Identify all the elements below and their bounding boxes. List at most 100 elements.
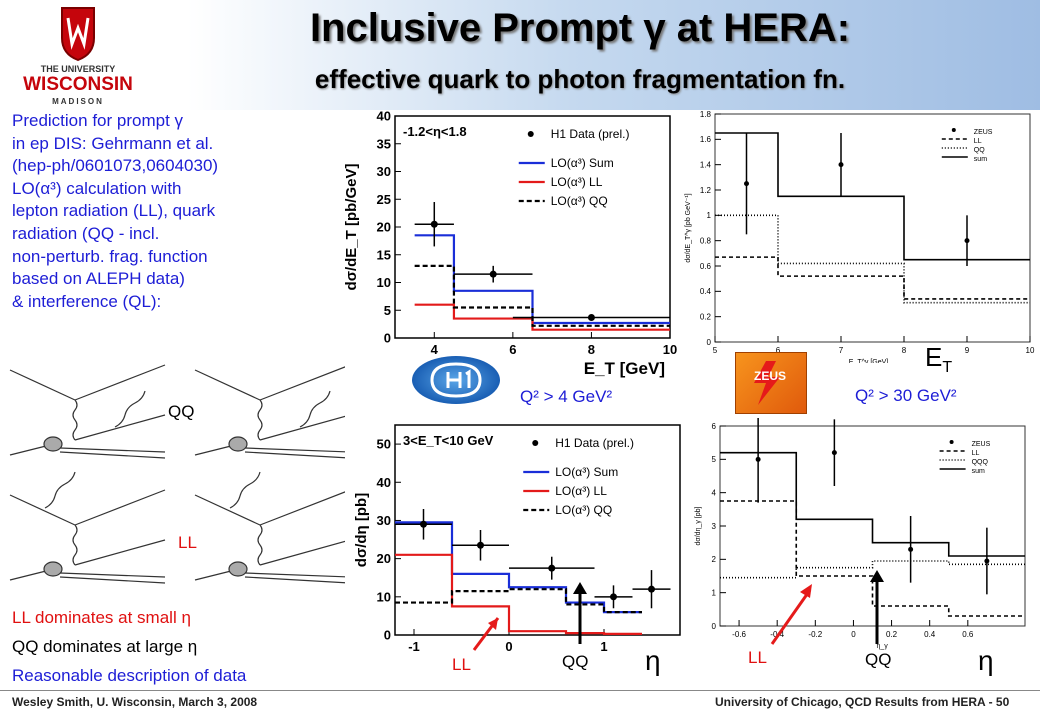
remnant-line xyxy=(59,447,166,453)
series-step-qqq xyxy=(720,560,1025,579)
y-tick-label: 10 xyxy=(377,589,391,604)
x-tick-label: 10 xyxy=(663,342,677,357)
crest-icon xyxy=(61,7,95,62)
legend-marker xyxy=(532,440,539,446)
photon-line xyxy=(72,399,78,441)
legend-label: ZEUS xyxy=(974,129,993,136)
lepton-line xyxy=(194,369,261,401)
remnant-line xyxy=(59,451,166,459)
zeus-eta-chart: 0123456-0.6-0.4-0.200.20.40.6ZEUSLLQQQsu… xyxy=(695,418,1026,650)
university-logo: THE UNIVERSITY WISCONSIN MADISON xyxy=(18,4,138,108)
prediction-line: (hep-ph/0601073,0604030) xyxy=(12,156,219,176)
legend-label: LO(α³) LL xyxy=(551,175,603,189)
lepton-line xyxy=(9,369,76,401)
x-tick-label: -1 xyxy=(408,639,420,654)
y-tick-label: 1 xyxy=(712,588,717,597)
quark-line xyxy=(259,540,345,566)
proton-line xyxy=(194,569,236,581)
quark-line xyxy=(74,539,166,566)
conclusion-qq: QQ dominates at large η xyxy=(12,637,198,656)
prediction-line: Prediction for prompt γ xyxy=(12,111,184,130)
y-tick-label: 35 xyxy=(377,136,391,151)
data-point xyxy=(984,558,990,564)
h1-eta-chart: 0 10 20 30 40 50 -1 0 1 H1 Data (prel.) LO(α³) Sum… xyxy=(353,424,681,654)
y-axis-label: dσ/dη_γ [pb] xyxy=(695,506,702,545)
h1-logo xyxy=(412,356,500,404)
data-point xyxy=(430,220,438,228)
logo-line-2: WISCONSIN xyxy=(23,74,133,95)
legend-label: LO(α³) QQ xyxy=(551,194,608,208)
y-tick-label: 3 xyxy=(712,522,717,531)
y-tick-label: 40 xyxy=(377,475,391,490)
eta-label-right: η xyxy=(978,645,994,676)
data-point xyxy=(477,541,484,549)
annotation-arrows xyxy=(472,570,884,651)
lepton-line xyxy=(74,364,166,401)
proton-line xyxy=(9,569,51,581)
plot-frame xyxy=(394,424,681,636)
y-tick-label: 0.2 xyxy=(700,312,712,321)
legend-marker xyxy=(527,131,534,137)
logo-line-1: THE UNIVERSITY xyxy=(40,64,116,74)
y-tick-label: 0 xyxy=(384,331,391,346)
y-axis-label: dσ/dE_T^γ [pb GeV⁻¹] xyxy=(685,193,692,262)
cut-label: 3<E_T<10 GeV xyxy=(403,433,494,448)
remnant-line xyxy=(59,572,166,578)
prediction-line: radiation (QQ - incl. xyxy=(12,223,160,243)
x-tick-label: 6 xyxy=(509,342,516,357)
legend-label: H1 Data (prel.) xyxy=(551,127,630,141)
legend-label: H1 Data (prel.) xyxy=(555,436,634,450)
x-tick-label: 0 xyxy=(851,630,856,639)
proton-blob xyxy=(43,561,63,577)
y-tick-label: 1.4 xyxy=(700,160,712,169)
proton-line xyxy=(194,444,236,456)
prediction-line: & interference (QL): xyxy=(12,291,162,311)
plot-frame xyxy=(714,113,1031,343)
legend-label: LL xyxy=(974,138,982,145)
quark-line xyxy=(74,414,166,441)
prediction-line: non-perturb. frag. function xyxy=(12,246,208,266)
y-tick-label: 4 xyxy=(712,488,717,497)
legend-label: LO(α³) Sum xyxy=(555,465,618,479)
prediction-line: in ep DIS: Gehrmann et al. xyxy=(12,133,214,153)
cut-label: -1.2<η<1.8 xyxy=(403,124,467,139)
qq-arrow-head-right xyxy=(870,570,884,582)
x-tick-label: 7 xyxy=(839,346,844,355)
x-tick-label: 6 xyxy=(776,346,781,355)
y-tick-label: 1 xyxy=(707,211,712,220)
data-point xyxy=(744,181,749,187)
photon-emission xyxy=(299,390,331,428)
ll-label-left: LL xyxy=(452,655,471,674)
x-tick-label: 4 xyxy=(431,342,439,357)
lepton-line xyxy=(9,494,76,526)
y-tick-label: 15 xyxy=(377,247,391,262)
title-banner xyxy=(0,0,1040,110)
y-tick-label: 1.6 xyxy=(700,135,712,144)
feynman-diagram xyxy=(9,364,166,459)
y-axis-label: dσ/dη [pb] xyxy=(353,493,370,567)
x-axis-label: E_T^γ [GeV] xyxy=(849,359,889,363)
y-tick-label: 40 xyxy=(377,109,391,124)
qq-label-left: QQ xyxy=(562,652,589,671)
remnant-line xyxy=(244,451,345,459)
legend-label: LO(α³) Sum xyxy=(551,156,614,170)
y-tick-label: 0 xyxy=(707,338,712,347)
ll-arrow-right xyxy=(770,589,812,645)
zeus-logo: ZEUS xyxy=(735,352,807,414)
x-axis-label: η_γ xyxy=(876,643,888,650)
data-point xyxy=(610,593,617,601)
y-tick-label: 0.6 xyxy=(700,262,712,271)
series-step-lo-----ll xyxy=(414,303,670,331)
y-tick-label: 20 xyxy=(377,220,391,235)
data-point xyxy=(838,162,844,168)
y-tick-label: 0.4 xyxy=(700,287,712,296)
feynman-diagram xyxy=(194,471,345,584)
y-tick-label: 0 xyxy=(384,628,391,643)
legend-label: LO(α³) QQ xyxy=(555,503,612,517)
ll-diagram-label: LL xyxy=(178,533,197,552)
data-point xyxy=(831,450,837,456)
qq-label-right: QQ xyxy=(865,650,892,669)
x-tick-label: 8 xyxy=(902,346,907,355)
zeus-et-chart: 0 0.2 0.4 0.6 0.8 1 1.2 1.4 1.6 1.8 5 6 7 8 9 10 ZEUS LL Q… xyxy=(685,110,1035,363)
remnant-line xyxy=(244,576,345,584)
